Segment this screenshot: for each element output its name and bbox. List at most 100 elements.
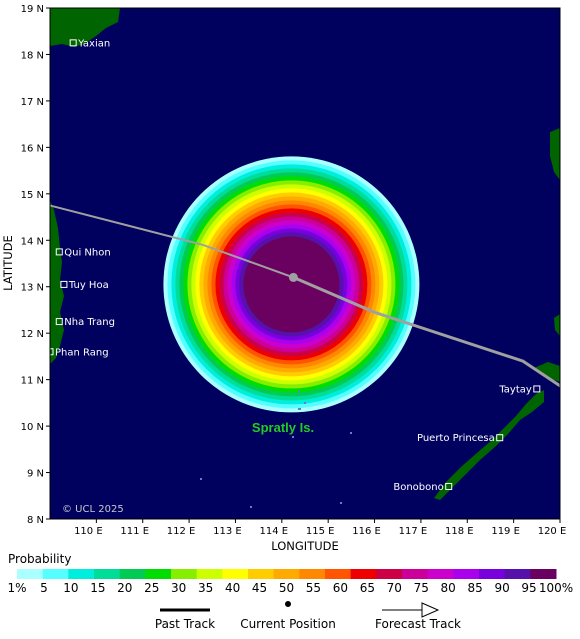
colorbar-label: 85	[468, 581, 483, 595]
lat-tick-label: 13 N	[21, 283, 44, 294]
lat-tick-label: 19 N	[21, 4, 44, 15]
lon-tick-label: 115 E	[306, 526, 335, 537]
past-track-legend-label: Past Track	[155, 617, 215, 631]
colorbar-swatch	[530, 569, 557, 579]
lat-tick-label: 10 N	[21, 422, 44, 433]
probability-ring	[243, 236, 340, 333]
colorbar-label: 40	[225, 581, 240, 595]
colorbar-label: 65	[360, 581, 375, 595]
colorbar-swatch	[248, 569, 275, 579]
colorbar-swatch	[299, 569, 326, 579]
colorbar-swatch	[119, 569, 146, 579]
lon-tick-label: 112 E	[167, 526, 196, 537]
lat-tick-label: 15 N	[21, 190, 44, 201]
colorbar-label: 30	[171, 581, 186, 595]
colorbar-swatch	[273, 569, 300, 579]
colorbar-label: 100%	[539, 581, 573, 595]
colorbar-swatch	[427, 569, 454, 579]
colorbar-label: 1%	[7, 581, 26, 595]
lat-tick-label: 17 N	[21, 97, 44, 108]
current-position-marker	[288, 272, 298, 282]
colorbar-label: 5	[40, 581, 48, 595]
place-marker-icon	[445, 482, 453, 490]
lat-tick-label: 9 N	[27, 469, 44, 480]
colorbar-swatch	[350, 569, 377, 579]
place-marker-icon	[533, 385, 541, 393]
lat-tick-label: 11 N	[21, 376, 44, 387]
colorbar-label: 50	[279, 581, 294, 595]
latitude-ticks: 19 N 18 N 17 N 16 N 15 N 14 N 13 N 12 N 11 N 10 N…	[21, 4, 50, 526]
spratly-islets	[200, 390, 352, 508]
legend-title: Probability	[8, 552, 71, 566]
colorbar-swatch	[94, 569, 121, 579]
forecast-track-legend-arrowhead	[421, 602, 440, 618]
y-axis-label: LATITUDE	[1, 235, 15, 291]
lon-tick-label: 119 E	[491, 526, 520, 537]
place-marker-icon	[60, 280, 68, 288]
colorbar-label: 90	[494, 581, 509, 595]
past-track-line	[50, 204, 294, 279]
palawan-island	[434, 390, 544, 500]
mindoro-edge	[550, 128, 560, 180]
place-marker-icon	[496, 434, 504, 442]
probability-swath	[163, 156, 420, 413]
place-label: Puerto Princesa	[417, 433, 495, 444]
lon-tick-label: 120 E	[538, 526, 567, 537]
colorbar-swatch	[196, 569, 223, 579]
lat-tick-label: 8 N	[27, 515, 44, 526]
lon-tick-label: 111 E	[120, 526, 149, 537]
colorbar-swatch	[145, 569, 172, 579]
colorbar-label: 20	[117, 581, 132, 595]
colorbar-label: 75	[414, 581, 429, 595]
lat-tick-label: 18 N	[21, 50, 44, 61]
colorbar-label: 25	[144, 581, 159, 595]
place-marker-icon	[55, 318, 63, 326]
place-marker-icon	[55, 248, 63, 256]
colorbar-swatch	[171, 569, 198, 579]
colorbar-label: 60	[333, 581, 348, 595]
colorbar-label: 35	[198, 581, 213, 595]
place-label: Phan Rang	[55, 347, 109, 358]
colorbar-label: 70	[387, 581, 402, 595]
place-marker-icon	[69, 39, 77, 47]
colorbar-swatch	[42, 569, 69, 579]
colorbar-swatch	[504, 569, 531, 579]
colorbar-swatch	[17, 569, 44, 579]
lon-tick-label: 114 E	[260, 526, 289, 537]
copyright: © UCL 2025	[62, 504, 124, 515]
lon-tick-label: 117 E	[399, 526, 428, 537]
hainan-island	[50, 8, 120, 47]
colorbar-swatch	[68, 569, 95, 579]
lon-tick-label: 110 E	[74, 526, 103, 537]
colorbar-label: 55	[306, 581, 321, 595]
colorbar-swatch	[479, 569, 506, 579]
lon-tick-label: 116 E	[352, 526, 381, 537]
lat-tick-label: 16 N	[21, 143, 44, 154]
probability-colorbar	[17, 569, 557, 579]
current-position-legend-dot	[285, 601, 291, 607]
forecast-track-legend-label: Forecast Track	[375, 617, 461, 631]
place-label: Tuy Hoa	[68, 280, 109, 291]
vietnam-coast	[50, 200, 64, 364]
lon-tick-label: 118 E	[445, 526, 474, 537]
place-label: Taytay	[498, 384, 532, 395]
panay-edge	[554, 314, 560, 336]
colorbar-label: 15	[90, 581, 105, 595]
colorbar-swatch	[325, 569, 352, 579]
probability-colorbar-labels: 1% 5 10 15 20 25 30 35 40 45 50 55 60 65 70 75 80 85 90 95 1…	[7, 581, 573, 595]
longitude-ticks: 110 E 111 E 112 E 113 E 114 E 115 E 116 E 117 E…	[74, 519, 566, 537]
place-markers: Yaxian Qui Nhon Tuy Hoa Nha Trang Phan Rang T…	[50, 38, 541, 493]
current-position-legend-label: Current Position	[240, 617, 336, 631]
colorbar-label: 10	[63, 581, 78, 595]
place-marker-icon	[50, 348, 54, 356]
x-axis-label: LONGITUDE	[271, 539, 339, 553]
place-label: Yaxian	[77, 38, 110, 49]
colorbar-swatch	[376, 569, 403, 579]
colorbar-label: 80	[441, 581, 456, 595]
lat-tick-label: 12 N	[21, 329, 44, 340]
calamian-islands	[534, 362, 560, 382]
plot-frame	[49, 7, 561, 520]
colorbar-label: 95	[521, 581, 536, 595]
region-label: Spratly Is.	[252, 420, 314, 435]
colorbar-label: 45	[252, 581, 267, 595]
